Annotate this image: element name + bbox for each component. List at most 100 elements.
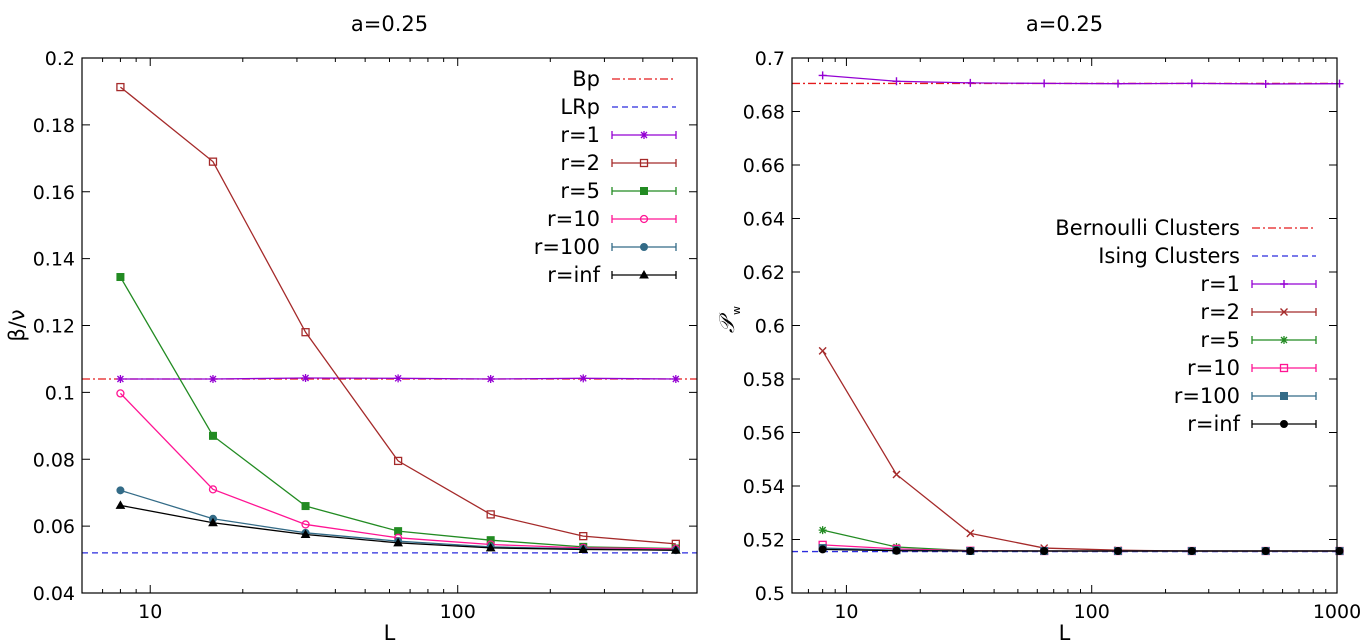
data-point-r=100 xyxy=(116,486,125,495)
y-tick-label: 0.58 xyxy=(743,369,785,391)
legend-marker xyxy=(1280,308,1288,316)
data-point-r=inf xyxy=(1261,547,1270,556)
x-axis-label: L xyxy=(1059,621,1071,641)
data-point-r=inf xyxy=(300,529,311,538)
data-point-r=1 xyxy=(579,374,588,383)
data-point-r=10 xyxy=(116,389,125,398)
legend-label: Bp xyxy=(572,67,600,91)
y-tick-label: 0.64 xyxy=(743,209,785,231)
series-line-r=inf xyxy=(822,548,1340,552)
data-point-r=10 xyxy=(208,485,218,494)
data-point-r=2 xyxy=(393,456,403,466)
data-point-r=2 xyxy=(579,532,588,541)
data-point-r=inf xyxy=(892,546,901,555)
data-point-r=inf xyxy=(485,542,496,552)
chart-title: a=0.25 xyxy=(1026,12,1103,36)
data-point-r=1 xyxy=(1261,79,1270,88)
data-point-r=2 xyxy=(116,82,125,92)
legend-label: r=inf xyxy=(1187,412,1240,436)
legend-label: r=10 xyxy=(1187,356,1240,380)
legend-label: r=2 xyxy=(560,151,600,175)
y-tick-label: 0.6 xyxy=(755,316,785,338)
x-tick-label: 100 xyxy=(1074,601,1110,623)
y-tick-label: 0.12 xyxy=(33,316,75,338)
data-point-r=inf xyxy=(1040,547,1049,556)
data-point-r=1 xyxy=(486,375,495,383)
x-tick-label: 1000 xyxy=(1313,601,1361,623)
data-point-r=2 xyxy=(208,157,218,166)
x-tick-label: 10 xyxy=(138,601,162,623)
data-point-r=5 xyxy=(818,526,827,535)
chart-right-p-w: a=0.25 0.5 0.52 0.54 0.56 0.58 0.6 0.62 0.64 0.66… xyxy=(715,12,1361,641)
legend-marker xyxy=(1280,420,1288,428)
data-point-r=1 xyxy=(818,71,827,80)
chart-left-beta-over-nu: a=0.25 0.04 0.06 0.08 0.1 0.12 0.14 0.16 0.18 0.2… xyxy=(5,12,698,641)
data-point-r=inf xyxy=(1335,547,1344,556)
x-tick-label: 100 xyxy=(440,601,476,623)
data-point-r=inf xyxy=(670,545,681,554)
legend-marker xyxy=(639,269,649,279)
data-point-r=1 xyxy=(1187,79,1196,88)
legend-label: r=10 xyxy=(547,207,600,231)
chart-title: a=0.25 xyxy=(351,12,428,36)
y-tick-label: 0.18 xyxy=(33,115,75,137)
legend-marker xyxy=(640,131,648,139)
x-axis-label: L xyxy=(384,621,396,641)
legend-swatch xyxy=(1251,364,1317,372)
data-point-r=inf xyxy=(208,517,218,527)
y-tick-label: 0.04 xyxy=(33,583,75,605)
y-tick-label: 0.62 xyxy=(743,262,785,284)
data-point-r=2 xyxy=(301,328,310,337)
y-tick-label: 0.16 xyxy=(33,182,75,204)
legend-label: r=1 xyxy=(560,123,600,147)
legend-label: r=5 xyxy=(1200,328,1240,352)
data-point-r=2 xyxy=(486,510,495,519)
series-line-r=1 xyxy=(822,74,1340,85)
y-tick-label: 0.56 xyxy=(743,423,785,445)
data-point-r=5 xyxy=(301,502,310,511)
legend-label: LRp xyxy=(560,95,600,119)
data-point-r=2 xyxy=(966,529,975,538)
data-point-r=5 xyxy=(208,431,217,440)
y-tick-label: 0.68 xyxy=(743,102,785,124)
data-point-r=1 xyxy=(1114,79,1123,88)
series-line-r=10 xyxy=(119,392,676,550)
data-point-r=5 xyxy=(116,273,125,282)
y-tick-label: 0.5 xyxy=(755,583,785,605)
data-point-r=1 xyxy=(394,374,403,383)
y-axis-label-subscript: w xyxy=(730,306,743,315)
legend-label: Bernoulli Clusters xyxy=(1055,216,1240,240)
legend-marker xyxy=(639,214,649,224)
data-point-r=2 xyxy=(818,346,827,355)
plot-frame xyxy=(791,57,1338,594)
series-line-r=5 xyxy=(119,276,676,550)
y-tick-label: 0.08 xyxy=(33,449,75,471)
data-point-r=2 xyxy=(892,470,901,479)
data-point-r=inf xyxy=(1114,547,1123,556)
data-point-r=1 xyxy=(966,78,975,87)
legend-swatch xyxy=(611,215,677,223)
plot-frame xyxy=(81,57,698,594)
legend-marker xyxy=(1280,336,1288,344)
legend-marker xyxy=(1279,363,1289,373)
legend-swatch xyxy=(611,159,677,167)
y-tick-label: 0.14 xyxy=(33,249,75,271)
y-tick-label: 0.2 xyxy=(45,48,75,70)
data-point-r=inf xyxy=(578,544,589,554)
data-point-r=inf xyxy=(818,545,827,554)
y-tick-label: 0.1 xyxy=(45,382,75,404)
legend-marker xyxy=(640,187,648,195)
data-point-r=1 xyxy=(116,375,125,383)
data-point-r=10 xyxy=(301,520,310,529)
data-point-r=1 xyxy=(1040,79,1049,88)
legend-label: Ising Clusters xyxy=(1098,244,1240,268)
legend-marker xyxy=(1280,280,1288,288)
legend-label: r=2 xyxy=(1200,300,1240,324)
y-tick-label: 0.54 xyxy=(743,476,785,498)
data-point-r=1 xyxy=(671,375,680,383)
legend-marker xyxy=(639,158,649,168)
data-point-r=1 xyxy=(301,373,310,382)
legend-label: r=100 xyxy=(534,235,600,259)
legend-label: r=100 xyxy=(1174,384,1240,408)
